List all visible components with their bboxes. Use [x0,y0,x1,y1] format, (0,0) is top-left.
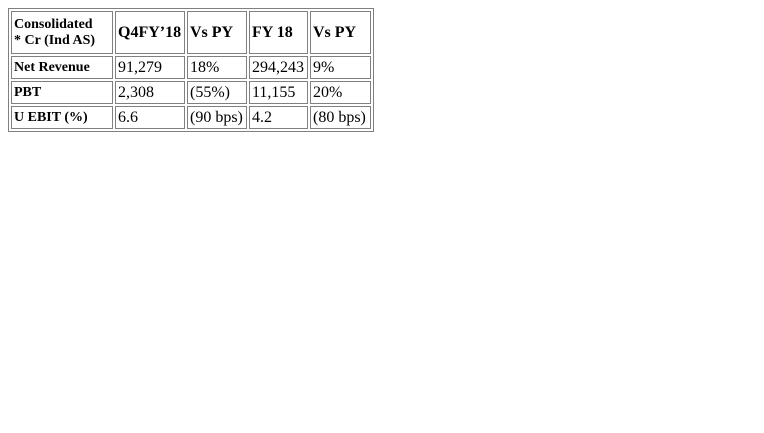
table-row: U EBIT (%) 6.6 (90 bps) 4.2 (80 bps) [11,106,371,129]
cell-value: 9% [310,56,371,79]
cell-value: 91,279 [115,56,185,79]
cell-value: (80 bps) [310,106,371,129]
cell-value: 294,243 [249,56,308,79]
cell-value: 6.6 [115,106,185,129]
header-q4fy18: Q4FY’18 [115,11,185,54]
table-row: PBT 2,308 (55%) 11,155 20% [11,81,371,104]
row-label-u-ebit: U EBIT (%) [11,106,113,129]
cell-value: 20% [310,81,371,104]
row-label-pbt: PBT [11,81,113,104]
table-row: Net Revenue 91,279 18% 294,243 9% [11,56,371,79]
row-label-net-revenue: Net Revenue [11,56,113,79]
header-vs-py-quarter: Vs PY [187,11,247,54]
table-header-row: Consolidated * Cr (Ind AS) Q4FY’18 Vs PY… [11,11,371,54]
header-vs-py-year: Vs PY [310,11,371,54]
header-label-line1: Consolidated [14,16,93,32]
financial-summary-table: Consolidated * Cr (Ind AS) Q4FY’18 Vs PY… [8,8,374,132]
cell-value: 18% [187,56,247,79]
cell-value: (55%) [187,81,247,104]
header-fy18: FY 18 [249,11,308,54]
cell-value: 2,308 [115,81,185,104]
cell-value: (90 bps) [187,106,247,129]
header-label-cell: Consolidated * Cr (Ind AS) [11,11,113,54]
header-label-line2: * Cr (Ind AS) [14,32,96,48]
cell-value: 4.2 [249,106,308,129]
cell-value: 11,155 [249,81,308,104]
